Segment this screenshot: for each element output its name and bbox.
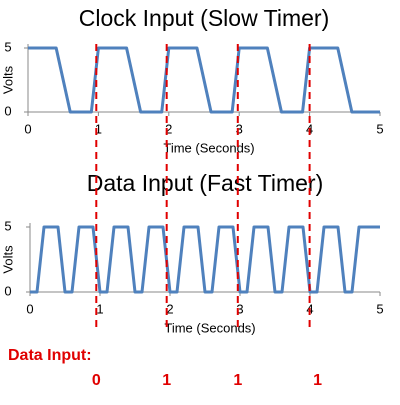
x-axis-label: Time (Seconds) bbox=[163, 140, 254, 155]
chart-title: Clock Input (Slow Timer) bbox=[79, 5, 330, 31]
x-tick-label: 3 bbox=[236, 301, 243, 316]
data-bit: 1 bbox=[313, 372, 322, 389]
x-tick-label: 2 bbox=[165, 121, 172, 136]
y-axis-label: Volts bbox=[0, 65, 15, 94]
data-bit: 1 bbox=[233, 372, 242, 389]
data-bit: 0 bbox=[92, 372, 101, 389]
line-series bbox=[30, 225, 380, 294]
x-tick-label: 0 bbox=[26, 301, 33, 316]
y-tick-label: 5 bbox=[4, 39, 11, 54]
x-tick-label: 5 bbox=[376, 121, 383, 136]
x-tick-label: 0 bbox=[24, 121, 31, 136]
line-series bbox=[28, 46, 380, 114]
y-tick-label: 0 bbox=[4, 103, 11, 118]
x-tick-label: 5 bbox=[376, 301, 383, 316]
x-tick-label: 1 bbox=[95, 121, 102, 136]
y-tick-label: 5 bbox=[4, 218, 11, 233]
data-input-label: Data Input: bbox=[8, 347, 92, 364]
y-axis-label: Volts bbox=[0, 245, 15, 274]
data-bit: 1 bbox=[162, 372, 171, 389]
x-axis-label: Time (Seconds) bbox=[164, 320, 255, 335]
x-tick-label: 2 bbox=[166, 301, 173, 316]
y-tick-label: 0 bbox=[4, 283, 11, 298]
chart-title: Data Input (Fast Timer) bbox=[87, 170, 323, 196]
x-tick-label: 1 bbox=[96, 301, 103, 316]
x-tick-label: 3 bbox=[236, 121, 243, 136]
